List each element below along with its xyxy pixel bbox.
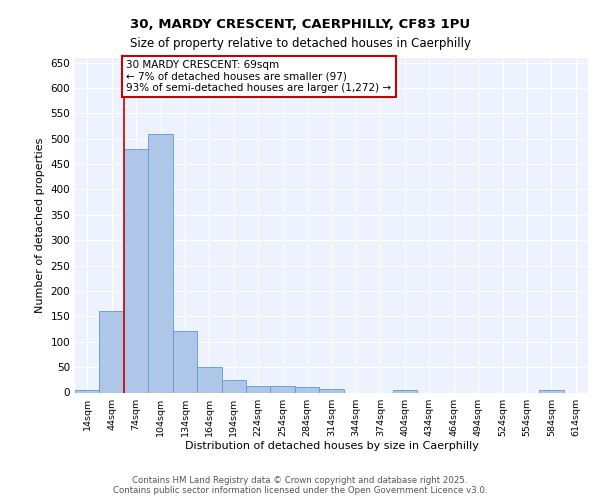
Bar [539,390,563,392]
Bar [197,367,221,392]
Bar [173,330,197,392]
Bar [221,380,246,392]
Bar [319,389,344,392]
Bar [148,134,173,392]
Text: 30, MARDY CRESCENT, CAERPHILLY, CF83 1PU: 30, MARDY CRESCENT, CAERPHILLY, CF83 1PU [130,18,470,30]
Text: 30 MARDY CRESCENT: 69sqm
← 7% of detached houses are smaller (97)
93% of semi-de: 30 MARDY CRESCENT: 69sqm ← 7% of detache… [127,60,391,93]
Bar [75,390,100,392]
Bar [392,390,417,392]
Bar [100,312,124,392]
Text: Size of property relative to detached houses in Caerphilly: Size of property relative to detached ho… [130,38,470,51]
Bar [124,149,148,392]
X-axis label: Distribution of detached houses by size in Caerphilly: Distribution of detached houses by size … [185,442,478,452]
Bar [295,388,319,392]
Bar [246,386,271,392]
Text: Contains HM Land Registry data © Crown copyright and database right 2025.
Contai: Contains HM Land Registry data © Crown c… [113,476,487,495]
Bar [271,386,295,392]
Y-axis label: Number of detached properties: Number of detached properties [35,138,45,312]
